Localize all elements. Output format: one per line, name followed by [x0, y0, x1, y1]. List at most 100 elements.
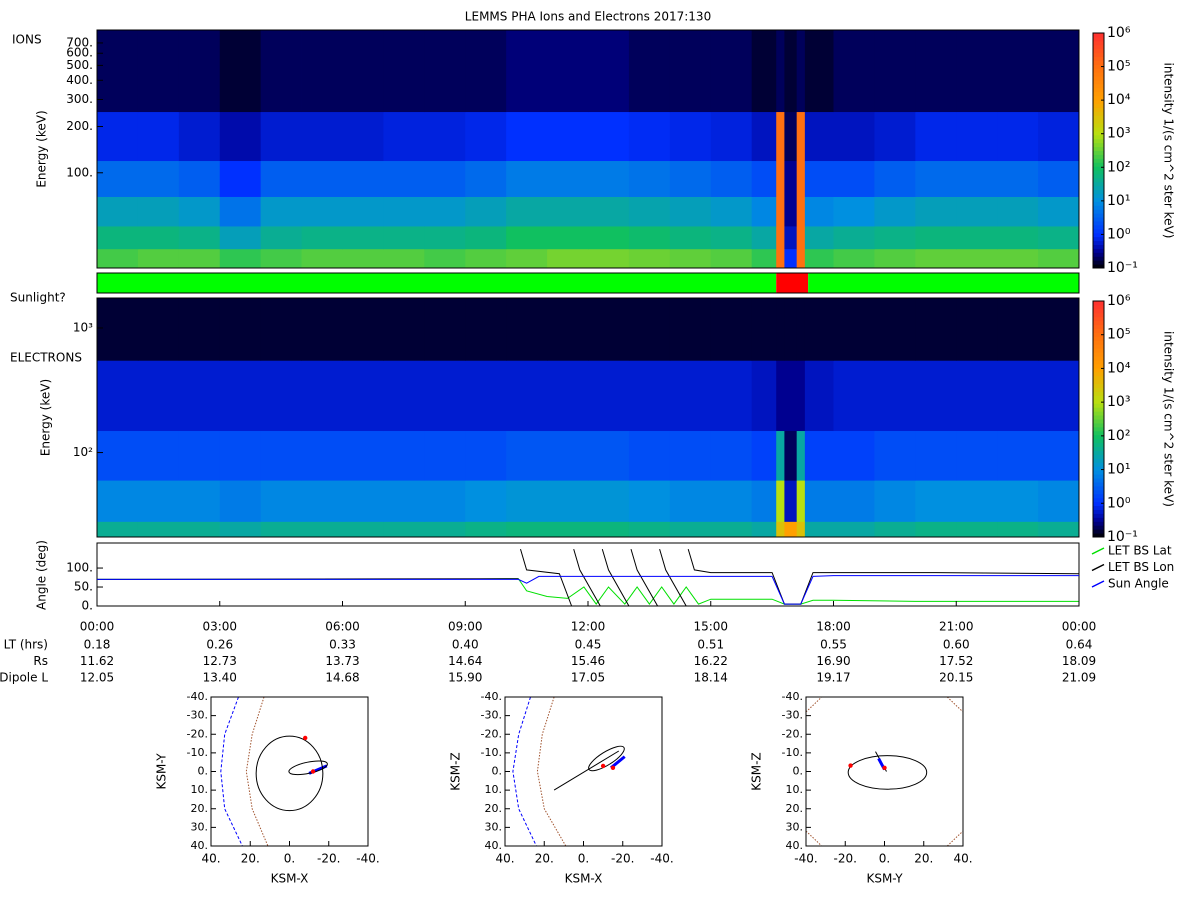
- spectrogram-cell: [178, 360, 221, 432]
- spectrogram-cell: [751, 480, 777, 522]
- spectrogram-cell: [260, 196, 302, 227]
- y-tick-label: -20.: [782, 727, 803, 740]
- spectrogram-cell: [465, 196, 507, 227]
- colorbar-swatch: [1093, 252, 1104, 257]
- sunlight-segment: [97, 273, 777, 293]
- spectrogram-cell: [260, 521, 302, 538]
- spectrogram-cell: [784, 480, 798, 522]
- y-axis-label: Angle (deg): [35, 540, 49, 610]
- spectrogram-cell: [1038, 360, 1080, 432]
- x-tick-label: 40.: [201, 852, 220, 866]
- colorbar-swatch: [1093, 119, 1104, 124]
- spectrogram-cell: [342, 360, 384, 432]
- spectrogram-cell: [342, 248, 384, 269]
- colorbar-swatch: [1093, 403, 1104, 408]
- colorbar-swatch: [1093, 415, 1104, 420]
- spectrogram-cell: [628, 430, 671, 481]
- spectrogram-cell: [874, 111, 916, 162]
- spectrogram-cell: [628, 298, 671, 361]
- colorbar-swatch: [1093, 375, 1104, 381]
- spectrogram-cell: [776, 248, 785, 269]
- x-axis-label: KSM-Y: [866, 872, 903, 886]
- ephemeris-value: 0.45: [575, 638, 602, 652]
- colorbar-swatch: [1093, 68, 1104, 73]
- spectrogram-cell: [506, 226, 548, 250]
- spectrogram-cell: [465, 160, 507, 197]
- ephemeris-label: LT (hrs): [4, 638, 48, 652]
- colorbar-tick-label: 10³: [1107, 126, 1130, 142]
- y-tick-label: 30.: [786, 820, 804, 833]
- y-tick-label: 10.: [485, 783, 503, 796]
- legend-label: LET BS Lat: [1108, 544, 1172, 558]
- orbit-curve: [553, 750, 620, 791]
- spectrogram-cell: [178, 111, 221, 162]
- colorbar-swatch: [1093, 340, 1104, 345]
- colorbar-swatch: [1093, 64, 1104, 69]
- spectrogram-cell: [956, 30, 998, 113]
- spectrogram-cell: [784, 430, 798, 481]
- spectrogram-cell: [1038, 111, 1080, 162]
- x-tick-label: 00:00: [80, 620, 115, 634]
- spectrogram-cell: [137, 430, 180, 481]
- spectrogram: [97, 30, 1080, 269]
- colorbar-swatch: [1093, 442, 1104, 448]
- spectrogram-cell: [178, 298, 221, 361]
- spectrogram-cell: [874, 521, 916, 538]
- legend-label: LET BS Lon: [1108, 560, 1174, 574]
- spectrogram-cell: [547, 196, 589, 227]
- spectrogram-cell: [97, 196, 139, 227]
- position-marker: [600, 763, 606, 769]
- spectrogram-cell: [260, 480, 302, 522]
- spectrogram-cell: [874, 196, 916, 227]
- ephemeris-value: 12.73: [203, 654, 237, 668]
- y-tick-label: 40.: [191, 839, 209, 852]
- colorbar-swatch: [1093, 493, 1104, 499]
- spectrogram-cell: [219, 160, 262, 197]
- colorbar-swatch: [1093, 260, 1104, 265]
- spectrogram-cell: [833, 521, 875, 538]
- spectrogram-cell: [804, 30, 834, 113]
- colorbar-swatch: [1093, 244, 1104, 249]
- colorbar-swatch: [1093, 312, 1104, 318]
- spectrogram-cell: [260, 226, 302, 250]
- spectrogram-cell: [588, 30, 630, 113]
- ephemeris-value: 19.17: [816, 671, 850, 685]
- spectrogram-cell: [796, 111, 806, 162]
- ephemeris-value: 21.09: [1062, 671, 1096, 685]
- orbit-plot: [220, 697, 328, 846]
- spectrogram-cell: [97, 298, 139, 361]
- spectrogram-cell: [796, 360, 806, 432]
- panel-label: Sunlight?: [10, 291, 66, 305]
- spectrogram-cell: [219, 111, 262, 162]
- spectrogram-cell: [588, 248, 630, 269]
- spectrogram-cell: [833, 298, 875, 361]
- y-tick-label: 200.: [66, 119, 93, 133]
- spectrogram-cell: [804, 248, 834, 269]
- spectrogram-cell: [796, 248, 806, 269]
- ephemeris-value: 20.15: [939, 671, 973, 685]
- legend-swatch: [1091, 580, 1105, 588]
- colorbar-swatch: [1093, 228, 1104, 234]
- spectrogram-cell: [547, 521, 589, 538]
- colorbar-swatch: [1093, 489, 1104, 495]
- ephemeris-value: 0.60: [943, 638, 970, 652]
- colorbar-swatch: [1093, 236, 1104, 242]
- x-tick-label: 06:00: [325, 620, 360, 634]
- colorbar-swatch: [1093, 395, 1104, 400]
- spectrogram-cell: [383, 248, 425, 269]
- colorbar-tick-label: 10³: [1107, 394, 1130, 410]
- plot-frame: [504, 696, 663, 847]
- spectrogram-cell: [178, 30, 221, 113]
- orbit-curve: [245, 697, 269, 846]
- colorbar-swatch: [1093, 95, 1104, 101]
- colorbar-swatch: [1093, 217, 1104, 222]
- spectrogram-cell: [669, 298, 712, 361]
- spectrogram-cell: [628, 226, 671, 250]
- colorbar-swatch: [1093, 76, 1104, 81]
- colorbar-swatch: [1093, 474, 1104, 479]
- spectrogram-cell: [219, 298, 262, 361]
- spectrogram-cell: [342, 480, 384, 522]
- colorbar-swatch: [1093, 162, 1104, 167]
- colorbar-swatch: [1093, 301, 1104, 306]
- colorbar-label: intensity 1/(s cm^2 ster keV): [1162, 63, 1176, 239]
